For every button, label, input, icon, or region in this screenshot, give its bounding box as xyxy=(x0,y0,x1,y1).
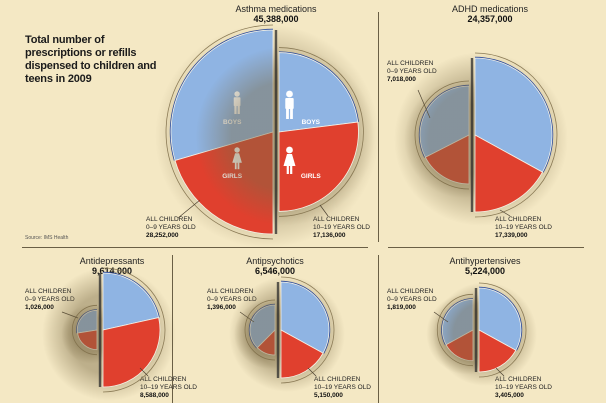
outer-ring xyxy=(281,276,335,384)
label-line: 0–9 YEARS OLD xyxy=(207,296,257,303)
label-line: ALL CHILDREN xyxy=(387,288,434,295)
label-antidepressants-10-19: ALL CHILDREN 10–19 YEARS OLD 8,588,000 xyxy=(140,376,197,400)
label-antidepressants-0-9: ALL CHILDREN 0–9 YEARS OLD 1,026,000 xyxy=(25,288,75,312)
label-line: 0–9 YEARS OLD xyxy=(387,296,437,303)
chart-title-antipsychotics: Antipsychotics 6,546,000 xyxy=(246,256,304,276)
segment-label-boys: BOYS xyxy=(302,119,321,126)
label-line: ALL CHILDREN xyxy=(146,216,193,223)
leader-line xyxy=(499,209,511,217)
chart-total: 6,546,000 xyxy=(254,266,296,276)
pie-chart-3 xyxy=(229,276,345,392)
chart-title-adhd: ADHD medications 24,357,000 xyxy=(452,4,528,24)
center-split xyxy=(470,58,474,212)
label-line: 0–9 YEARS OLD xyxy=(25,296,75,303)
pie-chart-1 xyxy=(394,52,568,226)
pie-chart-0: BOYSGIRLSBOYSGIRLS xyxy=(155,24,379,248)
label-adhd-0-9: ALL CHILDREN 0–9 YEARS OLD 7,018,000 xyxy=(387,60,437,84)
chart-total: 5,224,000 xyxy=(464,266,506,276)
label-line: 0–9 YEARS OLD xyxy=(387,68,437,75)
slice-girls xyxy=(478,329,517,373)
label-value: 7,018,000 xyxy=(387,76,416,83)
center-split xyxy=(276,282,280,378)
leader-line xyxy=(177,199,201,219)
slice-girls xyxy=(102,317,161,388)
label-value: 1,396,000 xyxy=(207,304,236,311)
center-split xyxy=(474,288,478,372)
outer-ring xyxy=(479,282,527,378)
slice-girls xyxy=(280,329,324,379)
chart-name: Asthma medications xyxy=(235,4,317,14)
chart-total: 45,388,000 xyxy=(253,14,299,24)
chart-name: Antidepressants xyxy=(79,256,145,266)
slice-boys xyxy=(474,57,553,173)
label-line: ALL CHILDREN xyxy=(387,60,434,67)
label-line: 0–9 YEARS OLD xyxy=(146,224,196,231)
label-line: ALL CHILDREN xyxy=(495,216,542,223)
label-line: 10–19 YEARS OLD xyxy=(140,384,197,391)
label-line: 10–19 YEARS OLD xyxy=(314,384,371,391)
divider-right-horizontal xyxy=(388,247,584,248)
label-value: 17,339,000 xyxy=(495,232,528,239)
divider-left-horizontal xyxy=(22,247,368,248)
chart-name: ADHD medications xyxy=(451,4,529,14)
label-line: ALL CHILDREN xyxy=(25,288,72,295)
slice-girls xyxy=(474,134,544,213)
segment-label-girls: GIRLS xyxy=(301,173,322,180)
label-adhd-10-19: ALL CHILDREN 10–19 YEARS OLD 17,339,000 xyxy=(495,216,552,240)
slice-boys xyxy=(478,287,522,351)
label-line: ALL CHILDREN xyxy=(314,376,361,383)
label-line: 10–19 YEARS OLD xyxy=(495,384,552,391)
leader-line xyxy=(319,204,329,217)
label-line: 10–19 YEARS OLD xyxy=(495,224,552,231)
outer-ring xyxy=(475,52,558,218)
label-value: 17,136,000 xyxy=(313,232,346,239)
label-value: 1,819,000 xyxy=(387,304,416,311)
label-value: 5,150,000 xyxy=(314,392,343,399)
chart-total: 24,357,000 xyxy=(467,14,513,24)
chart-name: Antihypertensives xyxy=(449,256,521,266)
leader-line xyxy=(139,367,149,377)
label-line: ALL CHILDREN xyxy=(207,288,254,295)
boy-icon xyxy=(285,90,294,119)
girl-icon xyxy=(283,146,296,174)
label-value: 28,252,000 xyxy=(146,232,179,239)
label-value: 3,405,000 xyxy=(495,392,524,399)
slice-boys xyxy=(280,281,330,354)
center-split xyxy=(98,273,102,387)
label-antipsychotics-0-9: ALL CHILDREN 0–9 YEARS OLD 1,396,000 xyxy=(207,288,257,312)
headline: Total number of prescriptions or refills… xyxy=(25,34,157,85)
label-line: 10–19 YEARS OLD xyxy=(313,224,370,231)
source-note: Source: IMS Health xyxy=(25,235,69,241)
leader-line xyxy=(495,367,505,377)
label-line: ALL CHILDREN xyxy=(140,376,187,383)
outer-ring xyxy=(103,267,166,393)
chart-title-asthma: Asthma medications 45,388,000 xyxy=(235,4,316,24)
pie-chart-4 xyxy=(426,282,537,386)
divider-bottom-vertical-2 xyxy=(378,255,379,403)
label-value: 1,026,000 xyxy=(25,304,54,311)
label-antipsychotics-10-19: ALL CHILDREN 10–19 YEARS OLD 5,150,000 xyxy=(314,376,371,400)
slice-boys xyxy=(102,272,160,331)
chart-title-antihypertensives: Antihypertensives 5,224,000 xyxy=(449,256,520,276)
leader-line xyxy=(307,367,317,377)
label-antihypertensives-10-19: ALL CHILDREN 10–19 YEARS OLD 3,405,000 xyxy=(495,376,552,400)
chart-name: Antipsychotics xyxy=(246,256,304,266)
center-split xyxy=(274,30,278,234)
slice-boys xyxy=(278,52,359,133)
label-value: 8,588,000 xyxy=(140,392,169,399)
label-line: ALL CHILDREN xyxy=(495,376,542,383)
outer-ring xyxy=(165,24,273,240)
slice-girls xyxy=(278,121,359,212)
label-asthma-0-9: ALL CHILDREN 0–9 YEARS OLD 28,252,000 xyxy=(146,216,196,240)
outer-ring xyxy=(279,47,364,217)
pie-chart-2 xyxy=(42,267,176,401)
label-antihypertensives-0-9: ALL CHILDREN 0–9 YEARS OLD 1,819,000 xyxy=(387,288,437,312)
